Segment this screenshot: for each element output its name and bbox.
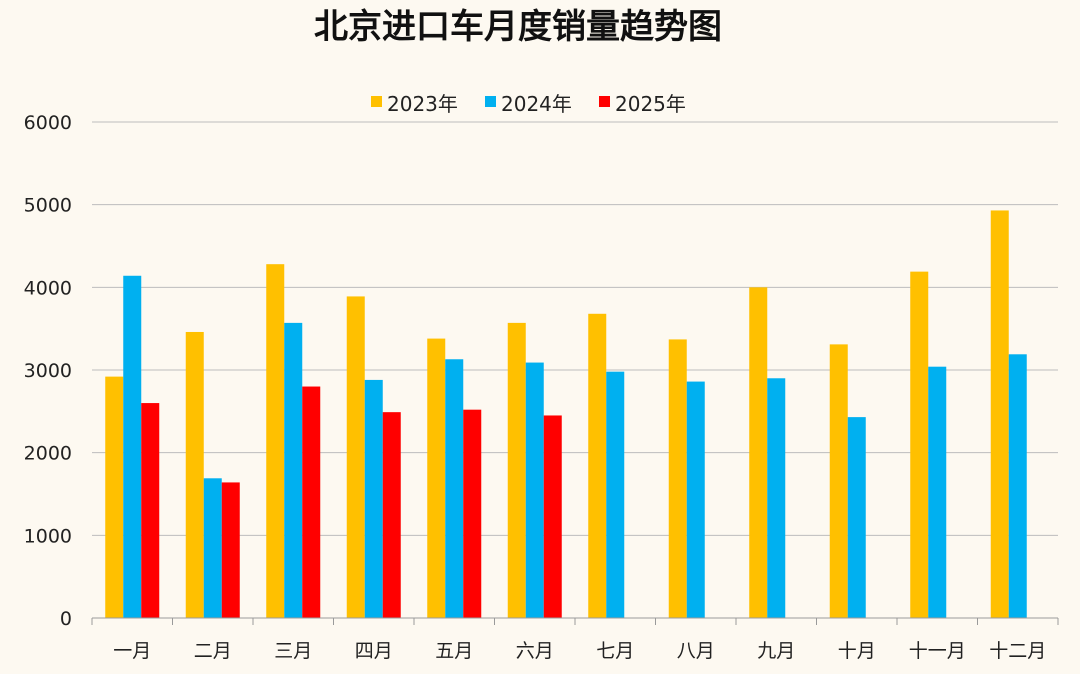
x-tick-label: 五月 [435, 640, 473, 662]
x-tick-label: 三月 [274, 640, 312, 662]
bar-2023年-七月 [588, 313, 607, 618]
bar-2024年-十二月 [1008, 354, 1027, 618]
y-tick-label: 1000 [24, 525, 72, 547]
bar-2024年-二月 [203, 478, 222, 618]
bar-2023年-四月 [346, 296, 365, 618]
legend: 2023年 2024年 2025年 [371, 92, 686, 116]
y-tick-label: 5000 [24, 195, 72, 217]
bar-2025年-五月 [463, 409, 482, 618]
x-tick-label: 八月 [677, 640, 715, 662]
y-tick-label: 2000 [24, 443, 72, 465]
bar-2025年-六月 [543, 415, 562, 618]
y-axis-ticks: 0 1000 2000 3000 4000 5000 6000 [24, 112, 72, 630]
x-tick-label: 七月 [596, 640, 634, 662]
bar-2025年-四月 [382, 412, 401, 618]
bar-2024年-十月 [847, 417, 866, 618]
bars [105, 210, 1027, 618]
bar-2023年-三月 [266, 264, 285, 618]
x-tick-label: 十月 [838, 640, 876, 662]
bar-2025年-三月 [302, 386, 321, 618]
bar-2023年-八月 [668, 339, 687, 618]
x-tick-label: 十一月 [909, 640, 966, 662]
y-tick-label: 0 [60, 608, 72, 630]
x-axis: 一月 二月 三月 四月 五月 六月 七月 八月 九月 十月 十一月 十二月 [91, 617, 1059, 662]
bar-2024年-九月 [767, 378, 786, 618]
legend-label: 2024年 [501, 92, 572, 116]
chart-title: 北京进口车月度销量趋势图 [314, 7, 722, 47]
bar-2023年-十月 [829, 344, 848, 618]
y-tick-label: 6000 [24, 112, 72, 134]
bar-2024年-七月 [606, 371, 625, 618]
legend-swatch-2025年 [599, 96, 610, 107]
x-tick-label: 四月 [355, 640, 393, 662]
x-tick-label: 六月 [516, 640, 554, 662]
x-tick-label: 二月 [194, 640, 232, 662]
legend-swatch-2024年 [485, 96, 496, 107]
bar-2025年-一月 [141, 403, 160, 618]
bar-2024年-三月 [284, 322, 303, 618]
legend-label: 2025年 [615, 92, 686, 116]
x-tick-label: 九月 [757, 640, 795, 662]
bar-2023年-五月 [427, 338, 446, 618]
bar-2024年-八月 [686, 381, 705, 618]
y-tick-label: 3000 [24, 360, 72, 382]
bar-2024年-一月 [123, 275, 142, 618]
bar-2023年-九月 [749, 287, 768, 618]
legend-swatch-2023年 [371, 96, 382, 107]
bar-2024年-十一月 [928, 366, 947, 618]
y-tick-label: 4000 [24, 277, 72, 299]
bar-2023年-二月 [185, 331, 204, 618]
x-tick-label: 一月 [113, 640, 151, 662]
bar-2023年-十一月 [910, 271, 929, 618]
legend-label: 2023年 [387, 92, 458, 116]
bar-2025年-二月 [221, 482, 240, 618]
bar-2024年-五月 [445, 359, 464, 618]
x-tick-label: 十二月 [989, 640, 1046, 662]
bar-2023年-六月 [507, 322, 526, 618]
bar-2024年-四月 [364, 379, 383, 618]
bar-2023年-一月 [105, 376, 124, 618]
gridlines [92, 121, 1058, 536]
bar-2023年-十二月 [990, 210, 1009, 618]
bar-2024年-六月 [525, 362, 544, 618]
